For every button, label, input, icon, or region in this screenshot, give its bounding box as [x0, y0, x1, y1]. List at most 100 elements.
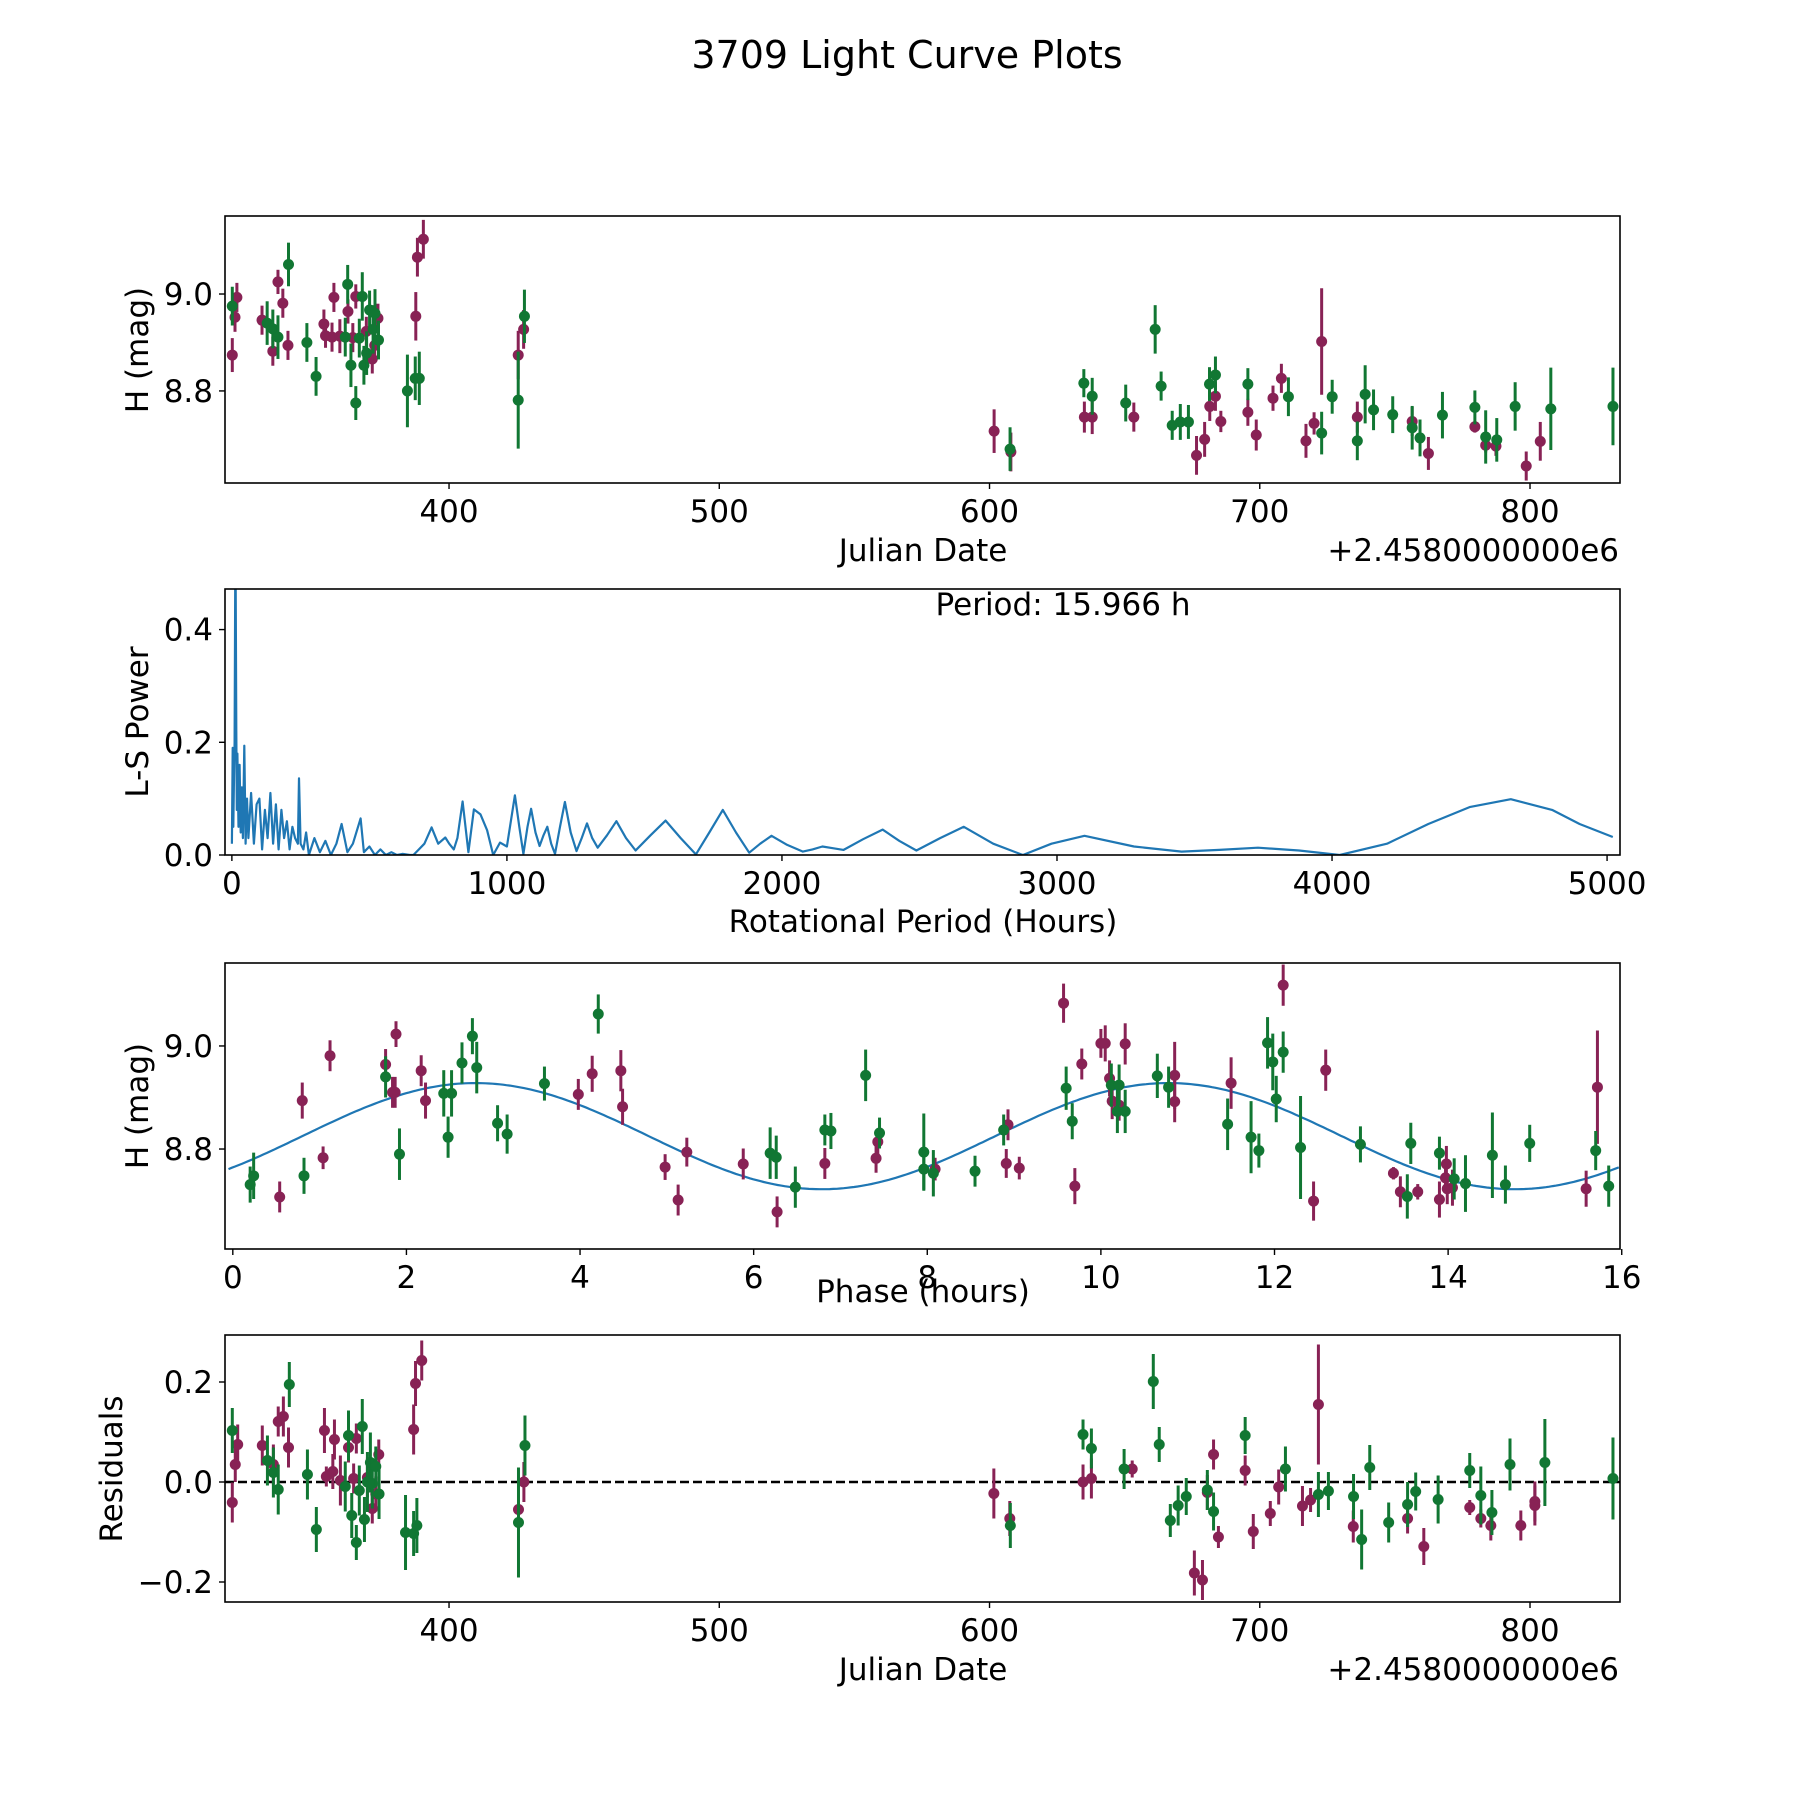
data-marker: [874, 1127, 886, 1139]
purple-data-point: [317, 1146, 329, 1170]
data-marker: [1250, 429, 1262, 441]
data-marker: [283, 1379, 295, 1390]
purple-data-point: [1076, 1048, 1088, 1080]
data-marker: [1069, 1180, 1081, 1192]
data-marker: [538, 1078, 550, 1090]
data-marker: [1296, 1500, 1308, 1512]
data-marker: [1433, 1147, 1445, 1159]
purple-data-point: [420, 1082, 432, 1119]
purple-data-point: [348, 1463, 360, 1494]
data-marker: [1225, 1077, 1237, 1089]
data-marker: [380, 1071, 392, 1083]
green-data-point: [1354, 1126, 1366, 1163]
green-data-point: [512, 1467, 524, 1578]
green-data-point: [1277, 1031, 1289, 1073]
data-marker: [1279, 1463, 1291, 1475]
purple-data-point: [408, 1404, 420, 1455]
purple-data-point: [1520, 451, 1532, 481]
purple-data-point: [277, 1396, 289, 1437]
phase-x-label: Phase (hours): [816, 1274, 1030, 1310]
data-marker: [283, 258, 295, 270]
green-data-point: [1279, 1446, 1291, 1492]
purple-data-point: [1215, 410, 1227, 433]
purple-data-point: [274, 1181, 286, 1213]
green-data-point: [356, 1399, 368, 1454]
purple-data-point: [226, 338, 238, 373]
purple-data-point: [1239, 1455, 1251, 1486]
purple-data-point: [390, 1021, 402, 1047]
purple-data-point: [1188, 1550, 1200, 1596]
data-marker: [1172, 1500, 1184, 1511]
data-marker: [1199, 433, 1211, 445]
x-tick-label: 0: [222, 866, 242, 902]
purple-data-point: [1013, 1156, 1025, 1180]
y-tick-label: 0.4: [164, 613, 213, 649]
data-marker: [1188, 1567, 1200, 1579]
purple-data-point: [1296, 1486, 1308, 1526]
data-marker: [410, 310, 422, 322]
purple-data-point: [1212, 1526, 1224, 1548]
green-data-point: [1086, 377, 1098, 415]
data-marker: [1270, 1093, 1282, 1105]
data-marker: [1085, 1443, 1097, 1454]
data-marker: [1387, 409, 1399, 421]
data-marker: [518, 1476, 530, 1488]
green-data-point: [1077, 1419, 1089, 1450]
green-data-point: [1120, 384, 1132, 422]
data-marker: [1359, 388, 1371, 400]
data-marker: [411, 1520, 423, 1531]
data-marker: [1239, 1430, 1251, 1441]
green-data-point: [283, 242, 295, 287]
green-data-point: [339, 1461, 351, 1512]
green-data-point: [298, 1157, 310, 1194]
purple-data-point: [1580, 1170, 1592, 1207]
periodogram-x-ticks: 0 1000 2000 3000 4000 5000: [222, 855, 1647, 902]
green-data-point: [1364, 1445, 1376, 1490]
data-marker: [369, 307, 381, 319]
data-marker: [1099, 1037, 1111, 1049]
purple-data-point: [1591, 1030, 1603, 1144]
green-data-point: [401, 354, 413, 428]
purple-data-point: [282, 330, 294, 360]
data-marker: [310, 1524, 322, 1535]
green-data-point: [248, 1152, 260, 1200]
data-marker: [1004, 443, 1016, 455]
data-marker: [1520, 460, 1532, 472]
x-tick-label: 500: [690, 1613, 749, 1649]
data-marker: [1253, 1145, 1265, 1157]
data-marker: [1078, 411, 1090, 423]
data-marker: [277, 1411, 289, 1422]
green-data-point: [339, 317, 351, 357]
green-data-point: [1060, 1066, 1072, 1110]
purple-data-point: [615, 1050, 627, 1092]
data-marker: [301, 336, 313, 348]
data-marker: [1119, 1105, 1131, 1117]
data-marker: [296, 1095, 308, 1107]
y-tick-label: 8.8: [164, 374, 213, 410]
purple-data-point: [617, 1088, 629, 1125]
data-marker: [1515, 1520, 1527, 1531]
lightcurve-x-ticks: 400 500 600 700 800: [419, 483, 1560, 530]
green-data-point: [261, 1435, 273, 1486]
x-tick-label: 600: [960, 494, 1019, 530]
data-marker: [389, 1086, 401, 1098]
data-marker: [1208, 1506, 1220, 1517]
data-marker: [348, 1473, 360, 1484]
purple-data-point: [1387, 1167, 1399, 1180]
green-data-point: [1004, 427, 1016, 471]
green-data-point: [1356, 1509, 1368, 1570]
green-data-point: [446, 1070, 458, 1117]
green-data-point: [226, 286, 238, 326]
green-data-point: [353, 318, 365, 358]
green-data-point: [272, 1464, 284, 1515]
green-data-point: [770, 1135, 782, 1179]
purple-data-point: [327, 1454, 339, 1489]
purple-data-point: [1418, 1528, 1430, 1565]
data-marker: [1509, 400, 1521, 412]
data-marker: [1351, 411, 1363, 423]
green-data-point: [512, 351, 524, 449]
purple-data-point: [1534, 421, 1546, 461]
green-data-point: [1590, 1130, 1602, 1171]
data-marker: [512, 394, 524, 406]
purple-data-point: [659, 1154, 671, 1180]
